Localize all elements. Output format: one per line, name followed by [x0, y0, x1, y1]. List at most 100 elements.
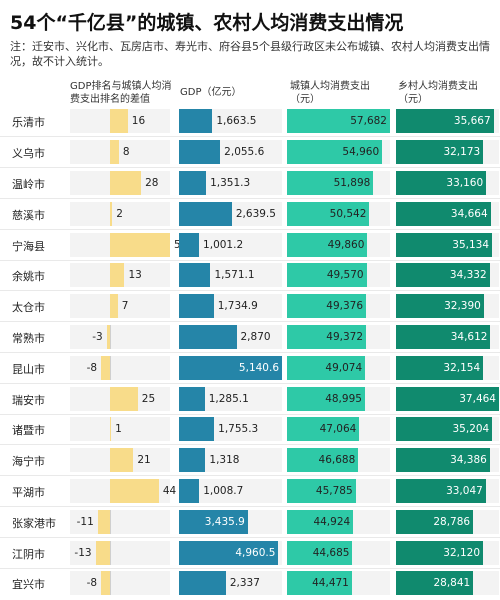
city-name: 宜兴市: [12, 578, 45, 592]
rank-diff-label: -11: [76, 515, 94, 528]
rank-diff-bar: [110, 448, 134, 473]
row-divider: [0, 475, 500, 477]
urban-label: 57,682: [350, 115, 387, 128]
urban-bar: [287, 448, 359, 473]
rank-diff-label: 44: [162, 485, 177, 497]
row-divider: [0, 321, 500, 323]
rank-diff-zero-line: [110, 509, 111, 534]
rural-bar: [396, 171, 487, 195]
gdp-label: 1,351.3: [210, 177, 251, 189]
gdp-label: 1,734.9: [217, 300, 258, 313]
rural-label: 34,332: [449, 269, 487, 282]
rank-diff-bar: [101, 571, 110, 596]
rural-bar: [396, 109, 494, 134]
rural-label: 28,841: [433, 577, 471, 590]
urban-label: 44,471: [312, 577, 349, 590]
urban-bar: [287, 479, 356, 503]
gdp-label: 2,639.5: [235, 207, 276, 220]
urban-label: 46,688: [318, 454, 356, 467]
city-name: 宁海县: [12, 239, 45, 253]
urban-label: 50,542: [329, 207, 367, 220]
chart-title: 54个“千亿县”的城镇、农村人均消费支出情况: [10, 12, 404, 34]
rank-diff-zero-line: [110, 571, 111, 596]
city-name: 温岭市: [12, 178, 45, 191]
rank-diff-bar: [110, 109, 128, 134]
urban-bar: [287, 201, 370, 226]
rank-diff-label: -3: [92, 331, 103, 343]
header-gdp: GDP（亿元）: [180, 87, 242, 98]
city-name: 昆山市: [12, 362, 45, 376]
rural-label: 32,173: [443, 146, 481, 159]
row-divider: [0, 413, 500, 415]
rank-diff-cell: [70, 571, 170, 596]
rural-label: 32,390: [444, 300, 481, 313]
gdp-label: 1,285.1: [208, 392, 249, 405]
rank-diff-cell: [70, 325, 170, 349]
urban-bar: [287, 571, 352, 596]
urban-label: 54,960: [342, 146, 380, 159]
urban-label: 49,372: [326, 331, 364, 343]
rural-bar: [396, 417, 493, 442]
urban-label: 45,785: [315, 485, 353, 497]
rank-diff-bar: [110, 417, 112, 442]
city-name: 张家港市: [12, 516, 56, 530]
urban-bar: [287, 263, 367, 288]
urban-bar: [287, 171, 374, 195]
rural-bar: [396, 448, 490, 473]
chart-note: 注：迁安市、兴化市、瓦房店市、寿光市、府谷县5个县级行政区未公布城镇、农村人均消…: [10, 40, 490, 68]
urban-bar: [287, 509, 354, 534]
urban-label: 49,570: [326, 269, 364, 282]
rural-label: 34,386: [450, 454, 487, 467]
urban-label: 48,995: [325, 392, 362, 405]
rank-diff-bar: [97, 509, 110, 534]
city-name: 余姚市: [12, 270, 45, 284]
urban-bar: [287, 355, 366, 380]
urban-bar: [287, 540, 353, 565]
gdp-label: 2,337: [229, 577, 260, 590]
rural-label: 28,786: [433, 515, 471, 528]
row-divider: [0, 444, 500, 446]
rank-diff-label: 25: [141, 392, 156, 405]
row-divider: [0, 351, 500, 353]
city-name: 江阴市: [12, 547, 45, 561]
gdp-label: 1,318: [209, 454, 240, 467]
rank-diff-bar: [110, 201, 113, 226]
gdp-label: 2,870: [240, 331, 271, 343]
rank-diff-cell: [70, 201, 170, 226]
gdp-label: 3,435.9: [204, 515, 245, 528]
rural-bar: [396, 325, 491, 349]
rank-diff-label: 7: [121, 300, 129, 313]
rural-bar: [396, 263, 490, 288]
city-name: 太仓市: [12, 301, 45, 315]
urban-label: 49,376: [326, 300, 364, 313]
row-divider: [0, 505, 500, 507]
rank-diff-cell: [70, 355, 170, 380]
city-name: 瑞安市: [12, 393, 45, 407]
city-name: 乐清市: [12, 116, 45, 130]
rural-bar: [396, 355, 484, 380]
rank-diff-label: 13: [128, 269, 142, 282]
rank-diff-label: 2: [116, 207, 123, 220]
urban-bar: [287, 325, 366, 349]
urban-label: 49,074: [325, 361, 363, 374]
rural-bar: [396, 509, 474, 534]
rural-label: 32,120: [443, 546, 481, 559]
gdp-bar: [179, 171, 207, 195]
rank-diff-bar: [110, 263, 125, 288]
rural-label: 37,464: [459, 392, 496, 405]
rank-diff-bar: [101, 355, 110, 380]
rural-label: 34,612: [450, 331, 488, 343]
rank-diff-cell: [70, 509, 170, 534]
gdp-label: 1,008.7: [203, 485, 244, 497]
row-divider: [0, 197, 500, 199]
rural-label: 35,667: [453, 115, 491, 128]
header-rural: 乡村人均消费支出（元）: [398, 81, 478, 105]
rank-diff-cell: [70, 540, 170, 565]
gdp-bar: [179, 355, 282, 380]
rural-label: 34,664: [450, 207, 488, 220]
row-divider: [0, 259, 500, 261]
gdp-bar: [179, 571, 226, 596]
rank-diff-bar: [110, 479, 159, 503]
rank-diff-zero-line: [110, 540, 111, 565]
rank-diff-label: -13: [74, 546, 92, 559]
